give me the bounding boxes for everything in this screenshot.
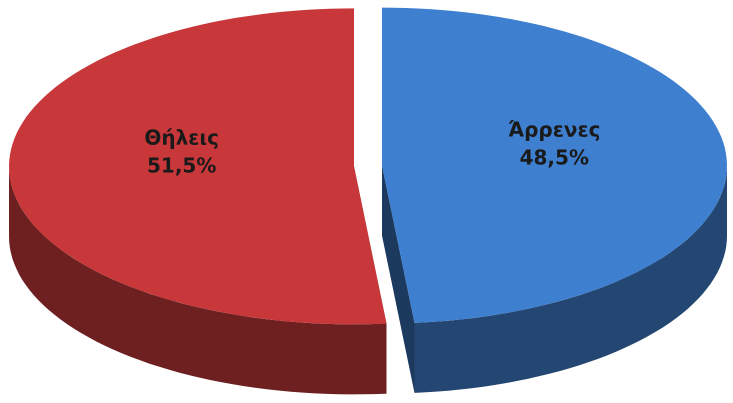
slice-wall: [382, 165, 415, 393]
slice-value-label: 51,5%: [147, 154, 216, 178]
slice: [9, 8, 387, 395]
slice-top: [9, 8, 387, 325]
slice-value-label: 48,5%: [520, 145, 589, 169]
slice-label: Άρρενες: [508, 117, 600, 141]
slice-top: [382, 7, 727, 323]
slice-label: Θήλεις: [144, 126, 219, 150]
slice-side: [414, 165, 727, 393]
slice-side: [9, 166, 387, 395]
slice: [382, 7, 727, 393]
